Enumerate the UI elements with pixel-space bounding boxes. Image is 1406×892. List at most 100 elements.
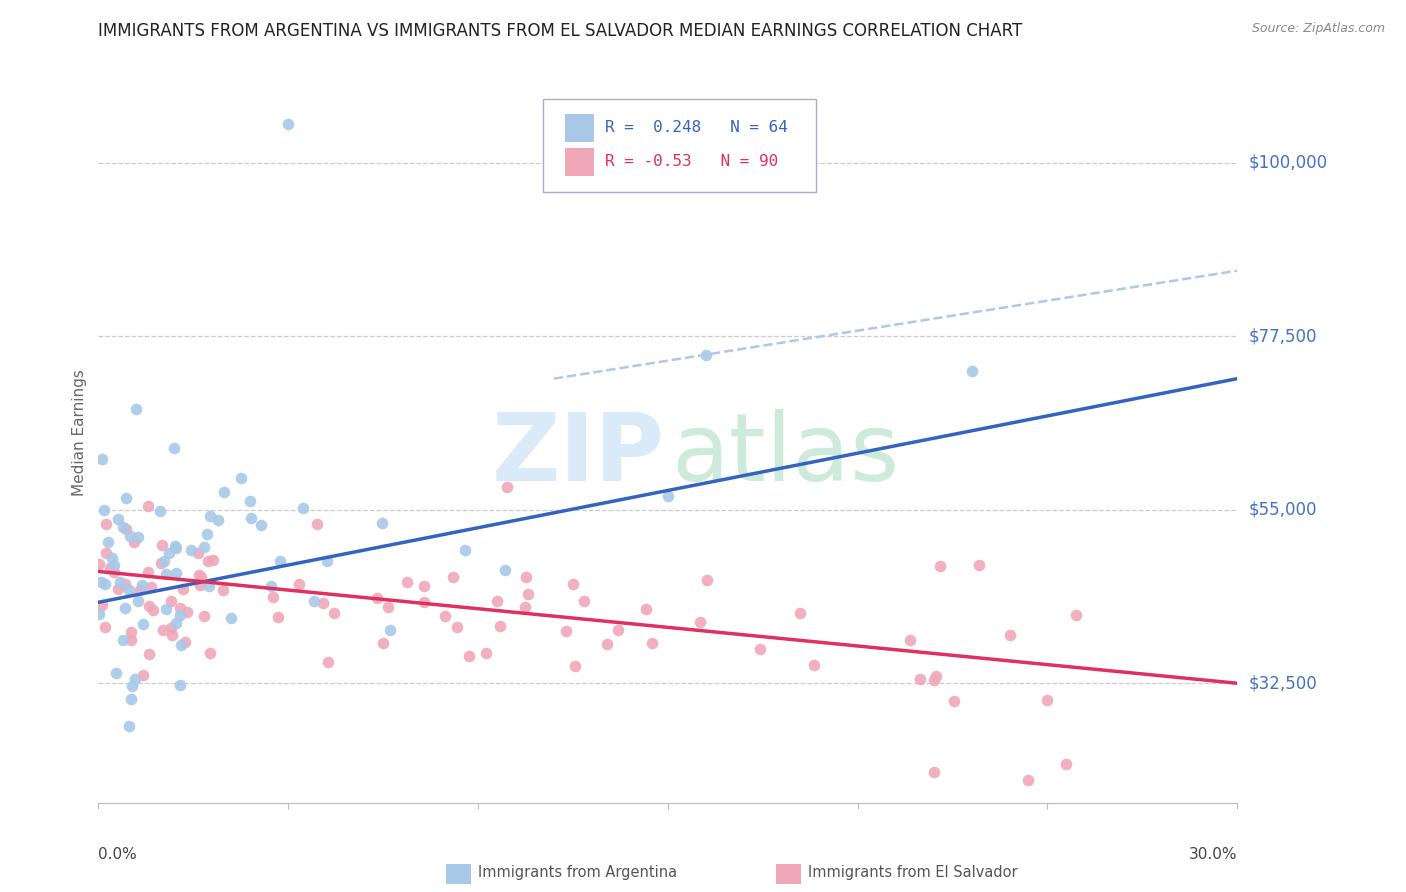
Point <box>152 623 174 637</box>
Point <box>163 539 186 553</box>
Point <box>98 561 121 575</box>
Y-axis label: Median Earnings: Median Earnings <box>72 369 87 496</box>
Point <box>180 542 202 557</box>
Point <box>163 441 186 455</box>
Text: $100,000: $100,000 <box>1249 153 1327 171</box>
Point <box>595 637 617 651</box>
Point <box>287 577 309 591</box>
Point <box>305 516 328 531</box>
Bar <box>446 863 471 884</box>
Point <box>132 616 155 631</box>
Point <box>513 599 536 614</box>
Text: 0.0%: 0.0% <box>98 847 138 863</box>
Point <box>118 529 141 543</box>
Point <box>267 610 290 624</box>
Point <box>312 596 335 610</box>
Point <box>187 545 209 559</box>
Point <box>454 543 477 558</box>
Point <box>150 556 173 570</box>
Text: atlas: atlas <box>671 409 900 500</box>
Point <box>174 634 197 648</box>
Point <box>107 512 129 526</box>
Point <box>195 527 218 541</box>
Point <box>114 577 136 591</box>
Point <box>124 672 146 686</box>
Text: Source: ZipAtlas.com: Source: ZipAtlas.com <box>1251 22 1385 36</box>
Point <box>160 594 183 608</box>
Point <box>97 534 120 549</box>
Point <box>142 602 165 616</box>
Point <box>240 510 263 524</box>
Point <box>202 553 225 567</box>
Point <box>689 615 711 629</box>
Point <box>103 558 125 572</box>
Point <box>789 606 811 620</box>
Point <box>125 402 148 417</box>
Point <box>250 518 273 533</box>
Point <box>380 623 402 637</box>
Text: $55,000: $55,000 <box>1249 500 1317 519</box>
Point <box>159 621 181 635</box>
Point <box>446 620 468 634</box>
Point <box>89 557 111 571</box>
Point <box>1018 772 1040 787</box>
Point <box>150 538 173 552</box>
Point <box>908 672 931 686</box>
Point <box>172 582 194 597</box>
Point <box>188 578 211 592</box>
FancyBboxPatch shape <box>543 99 815 192</box>
Point <box>269 554 291 568</box>
Point <box>127 594 149 608</box>
Point <box>229 470 252 484</box>
Text: Immigrants from El Salvador: Immigrants from El Salvador <box>808 865 1018 880</box>
Point <box>94 577 117 591</box>
Bar <box>565 113 593 142</box>
Point <box>190 569 212 583</box>
Point <box>120 624 142 639</box>
Point <box>458 648 481 663</box>
Point <box>93 503 115 517</box>
Point <box>90 575 112 590</box>
Bar <box>565 147 593 176</box>
Point <box>169 608 191 623</box>
Point <box>198 646 221 660</box>
Point <box>373 635 395 649</box>
Point <box>207 513 229 527</box>
Point <box>371 516 394 530</box>
Point <box>494 563 516 577</box>
Point <box>105 666 128 681</box>
Point <box>100 551 122 566</box>
Point <box>157 546 180 560</box>
Point <box>139 580 162 594</box>
Point <box>127 530 149 544</box>
Point <box>574 594 596 608</box>
Point <box>803 657 825 672</box>
Point <box>138 647 160 661</box>
Point <box>115 522 138 536</box>
Point <box>120 691 142 706</box>
Point <box>120 632 142 647</box>
Point <box>91 599 114 613</box>
Point <box>90 452 112 467</box>
Point <box>922 764 945 779</box>
Point <box>155 602 177 616</box>
Point <box>212 485 235 500</box>
Point <box>517 586 540 600</box>
Point <box>485 594 508 608</box>
Point <box>561 577 583 591</box>
Point <box>998 628 1021 642</box>
Point <box>87 607 110 621</box>
Point <box>128 582 150 597</box>
Text: R = -0.53   N = 90: R = -0.53 N = 90 <box>605 154 779 169</box>
Point <box>749 641 772 656</box>
Point <box>111 520 134 534</box>
Point <box>515 570 537 584</box>
Point <box>170 638 193 652</box>
Point <box>260 579 283 593</box>
Point <box>114 491 136 505</box>
Point <box>136 499 159 513</box>
Point <box>636 602 658 616</box>
Point <box>441 570 464 584</box>
Point <box>366 591 388 605</box>
Text: $32,500: $32,500 <box>1249 674 1317 692</box>
